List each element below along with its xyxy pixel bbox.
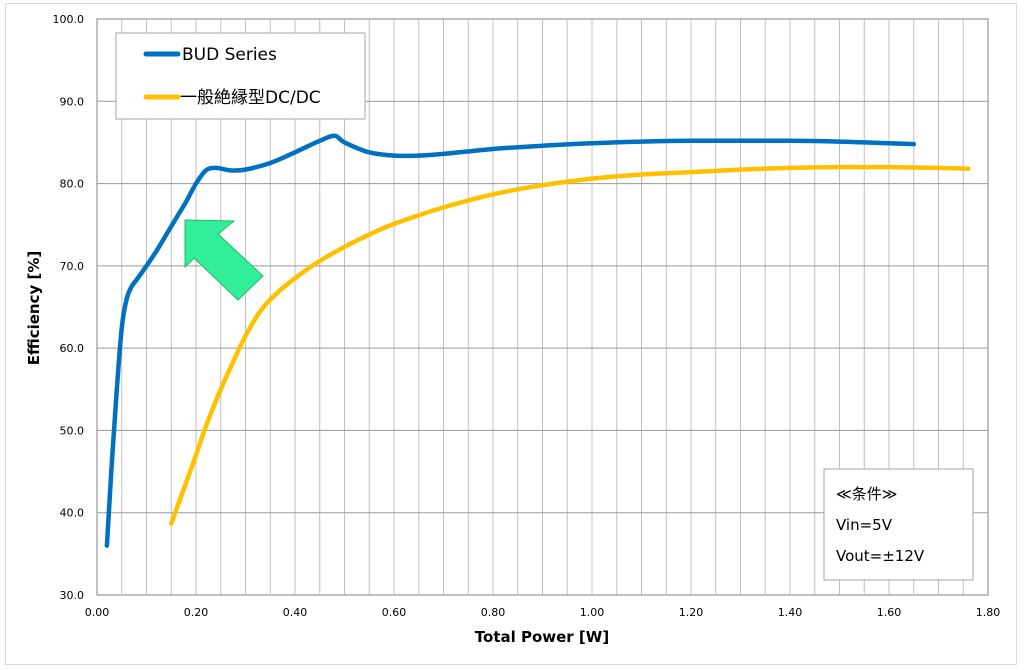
- legend: BUD Series 一般絶縁型DC/DC: [115, 32, 366, 120]
- series-line-general-dcdc: [169, 164, 971, 526]
- x-tick-label: 1.00: [580, 606, 605, 619]
- legend-label-general-dcdc: 一般絶縁型DC/DC: [180, 88, 321, 108]
- y-axis-ticks: 30.0 40.0 50.0 60.0 70.0 80.0 90.0 100.0: [53, 13, 85, 602]
- conditions-box-frame: [823, 468, 974, 581]
- y-tick-label: 70.0: [60, 260, 85, 273]
- x-tick-label: 0.60: [382, 606, 407, 619]
- x-axis-title: Total Power [W]: [475, 628, 609, 646]
- conditions-title: ≪条件≫: [836, 485, 897, 503]
- y-axis-title: Efficiency [%]: [25, 251, 43, 366]
- x-tick-label: 0.20: [184, 606, 209, 619]
- y-tick-label: 30.0: [60, 589, 85, 602]
- x-axis-ticks: 0.00 0.20 0.40 0.60 0.80 1.00 1.20 1.40 1.60 1.80: [85, 606, 1001, 619]
- y-tick-label: 100.0: [53, 13, 85, 26]
- x-tick-label: 0.40: [283, 606, 308, 619]
- x-tick-label: 0.80: [481, 606, 506, 619]
- x-tick-label: 1.80: [976, 606, 1001, 619]
- x-tick-label: 1.20: [679, 606, 704, 619]
- series-lines: [104, 133, 971, 548]
- series-line-bud-series: [104, 133, 917, 548]
- y-tick-label: 90.0: [60, 95, 85, 108]
- highlight-arrow-icon: [184, 219, 264, 301]
- chart-frame: [5, 3, 1017, 665]
- x-tick-label: 1.40: [778, 606, 803, 619]
- y-tick-label: 50.0: [60, 424, 85, 437]
- y-tick-label: 80.0: [60, 178, 85, 191]
- condition-vout: Vout=±12V: [836, 547, 925, 565]
- y-tick-label: 60.0: [60, 342, 85, 355]
- legend-label-bud-series: BUD Series: [182, 45, 277, 65]
- legend-box: [115, 32, 366, 120]
- x-tick-label: 1.60: [877, 606, 902, 619]
- condition-vin: Vin=5V: [836, 516, 893, 534]
- conditions-box: ≪条件≫ Vin=5V Vout=±12V: [823, 468, 974, 581]
- y-tick-label: 40.0: [60, 507, 85, 520]
- x-tick-label: 0.00: [85, 606, 110, 619]
